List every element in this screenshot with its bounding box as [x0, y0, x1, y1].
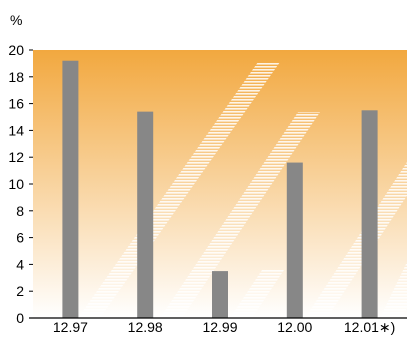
bar-12.97	[62, 60, 79, 318]
x-tick-label: 12.97	[53, 319, 88, 335]
y-unit-label: %	[10, 12, 22, 28]
y-tick-label: 14	[8, 122, 24, 138]
y-tick-label: 18	[8, 69, 24, 85]
decorative-stripe	[160, 112, 320, 318]
bar-12.01∗)	[361, 110, 378, 318]
bar-12.98	[137, 111, 154, 318]
decorative-stripe	[78, 62, 280, 318]
x-tick-label: 12.99	[202, 319, 237, 335]
bar-series	[62, 60, 378, 318]
bar-12.00	[286, 162, 303, 318]
decorative-stripes	[78, 62, 407, 318]
y-tick-label: 16	[8, 96, 24, 112]
y-tick-label: 2	[16, 283, 24, 299]
bar-12.99	[212, 271, 228, 318]
x-tick-label: 12.01∗)	[344, 319, 395, 335]
decorative-stripe	[380, 262, 407, 318]
y-tick-label: 12	[8, 149, 24, 165]
y-tick-label: 0	[16, 310, 24, 326]
y-tick-label: 8	[16, 203, 24, 219]
y-tick-label: 6	[16, 230, 24, 246]
decorative-stripe	[305, 162, 407, 318]
decorative-stripe	[230, 270, 284, 318]
x-tick-label: 12.00	[277, 319, 312, 335]
y-axis: 0 2 4 6 8 10 12 14 16 18 20	[8, 42, 33, 326]
y-tick-label: 10	[8, 176, 24, 192]
x-tick-label: 12.98	[128, 319, 163, 335]
x-axis: 12.97 12.98 12.99 12.00 12.01∗)	[29, 317, 407, 335]
y-tick-label: 20	[8, 42, 24, 58]
y-tick-label: 4	[16, 256, 24, 272]
